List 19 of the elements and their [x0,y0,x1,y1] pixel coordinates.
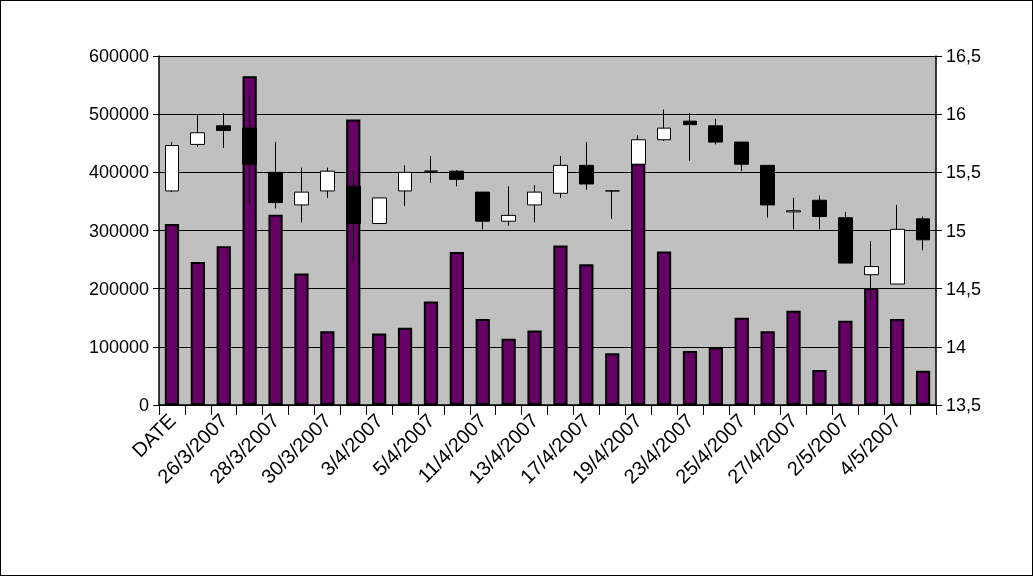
y2-tick-label: 15 [946,220,967,241]
y-tick-label: 500000 [88,104,149,125]
y-tick-label: 100000 [88,336,149,357]
y2-tick-label: 14,5 [946,278,982,299]
y2-tick-label: 15,5 [946,162,982,183]
y2-tick-label: 13,5 [946,395,982,415]
y2-tick-label: 16 [946,104,967,125]
y-tick-label: 400000 [88,162,149,183]
candlestick [527,184,542,223]
candlestick [605,190,620,220]
y2-tick-label: 16,5 [946,46,982,66]
y-tick-label: 600000 [88,46,149,66]
candlestick [501,185,516,227]
y-tick-label: 300000 [88,220,149,241]
candlestick [708,118,723,145]
y-tick-label: 0 [138,395,149,415]
y-tick-label: 200000 [88,278,149,299]
candlestick [372,197,387,225]
y2-tick-label: 14 [946,336,967,357]
